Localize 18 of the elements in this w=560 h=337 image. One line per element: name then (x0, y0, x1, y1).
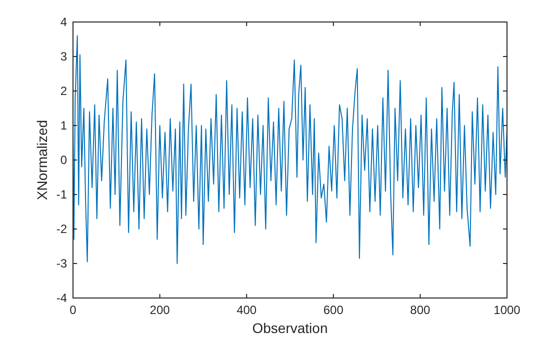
line-series (73, 35, 507, 264)
x-tick-label: 600 (323, 303, 344, 317)
y-tick-label: 0 (60, 153, 68, 167)
x-tick-label: 0 (70, 303, 77, 317)
y-tick-label: -2 (56, 222, 68, 236)
y-tick-label: 2 (60, 84, 68, 98)
x-axis-title: Observation (252, 320, 328, 336)
y-tick-label: -3 (56, 256, 68, 270)
x-tick-label: 400 (236, 303, 257, 317)
y-axis-title: XNormalized (34, 120, 50, 200)
y-tick-label: -1 (56, 188, 68, 202)
x-tick-label: 800 (410, 303, 431, 317)
y-tick-label: -4 (56, 291, 68, 305)
y-tick-label: 1 (60, 118, 68, 132)
y-tick-label: 3 (60, 50, 68, 64)
y-tick-label: 4 (60, 15, 68, 29)
x-tick-label: 200 (150, 303, 170, 317)
x-tick-label: 1000 (494, 303, 521, 317)
